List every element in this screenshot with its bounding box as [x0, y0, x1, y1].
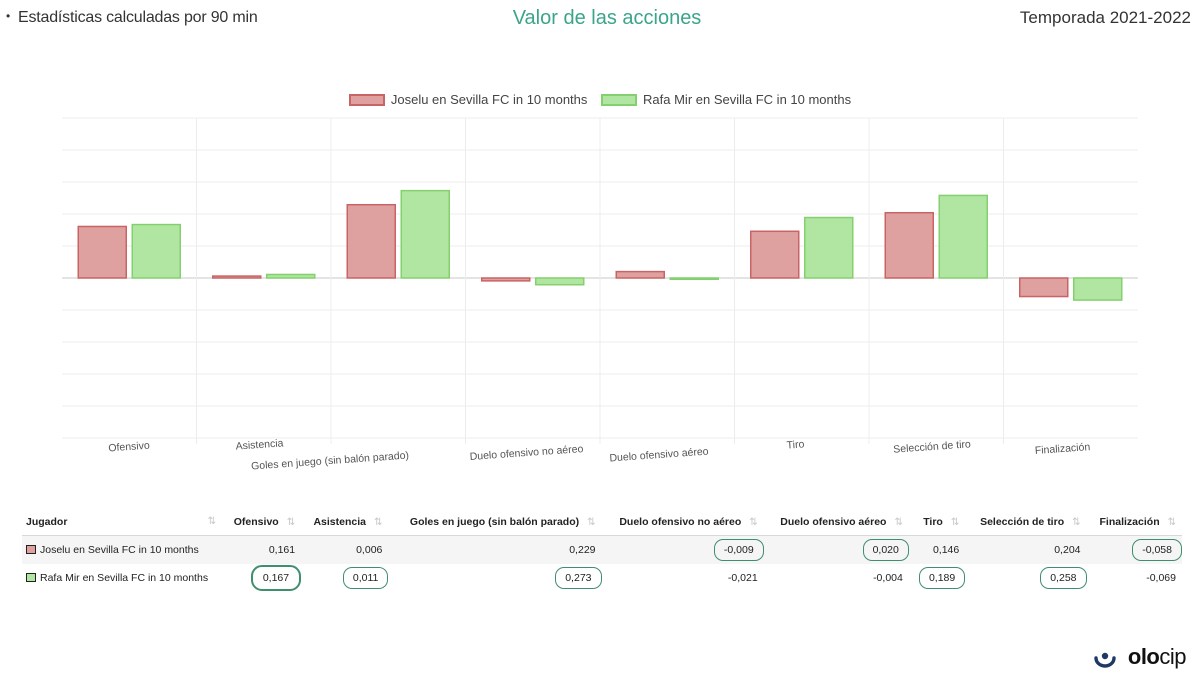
highlight-circle: 0,273 — [555, 567, 602, 589]
bar-series-2-5 — [669, 277, 719, 281]
bar-series-1-6 — [750, 230, 800, 279]
value-cell: 0,161 — [222, 535, 302, 564]
value-cell: 0,020 — [763, 535, 909, 564]
chart-legend: Joselu en Sevilla FC in 10 months Rafa M… — [0, 92, 1200, 109]
highlight-circle: 0,020 — [862, 539, 909, 561]
bar-series-2-7 — [938, 194, 988, 279]
table-row: Rafa Mir en Sevilla FC in 10 months 0,16… — [22, 564, 1182, 592]
bar-series-2-8 — [1073, 277, 1123, 301]
x-tick-label: Selección de tiro — [893, 438, 971, 455]
legend-label-series-2: Rafa Mir en Sevilla FC in 10 months — [643, 92, 852, 107]
bar-series-2-3 — [400, 189, 450, 279]
x-tick-label: Finalización — [1034, 441, 1090, 457]
brand-name-light: cip — [1159, 644, 1186, 669]
sort-icon[interactable]: ⇅ — [286, 517, 296, 528]
player-cell: Rafa Mir en Sevilla FC in 10 months — [22, 564, 222, 592]
col-header-goles-en-juego[interactable]: Goles en juego (sin balón parado) ⇅ — [388, 509, 602, 536]
brand-logo: olo cip — [1094, 644, 1186, 670]
highlight-circle: -0,058 — [1132, 539, 1182, 561]
value-cell: 0,273 — [388, 564, 602, 592]
bar-series-1-8 — [1019, 277, 1069, 298]
page-title: Valor de las acciones — [512, 7, 702, 29]
bar-series-1-7 — [884, 211, 934, 279]
value-cell: 0,011 — [301, 564, 389, 592]
player-cell: Joselu en Sevilla FC in 10 months — [22, 535, 222, 564]
bar-series-1-4 — [481, 277, 531, 282]
sort-icon[interactable]: ⇅ — [373, 517, 383, 528]
value-cell: 0,167 — [222, 564, 302, 592]
value-cell: 0,189 — [909, 564, 966, 592]
value-cell: 0,006 — [301, 535, 389, 564]
value-cell: 0,204 — [965, 535, 1087, 564]
legend-label-series-1: Joselu en Sevilla FC in 10 months — [390, 92, 588, 107]
bar-series-1-1 — [77, 225, 127, 279]
highlight-circle: -0,009 — [713, 539, 764, 561]
legend-swatch-series-2 — [601, 93, 638, 106]
sort-icon[interactable]: ⇅ — [894, 517, 903, 528]
bar-series-1-2 — [212, 275, 262, 279]
highlight-circle: 0,011 — [342, 567, 389, 589]
value-cell: -0,021 — [727, 572, 758, 584]
col-header-duelo-no-aereo[interactable]: Duelo ofensivo no aéreo ⇅ — [601, 509, 764, 536]
x-tick-label: Asistencia — [235, 437, 284, 452]
sort-icon[interactable]: ⇅ — [587, 517, 596, 528]
value-cell: 0,229 — [388, 535, 602, 564]
highlight-circle: 0,167 — [250, 565, 302, 591]
sort-icon[interactable]: ⇅ — [1167, 517, 1176, 528]
value-cell: -0,004 — [873, 572, 903, 584]
sort-icon[interactable]: ⇅ — [950, 517, 960, 528]
legend-item-series-2[interactable]: Rafa Mir en Sevilla FC in 10 months — [601, 92, 851, 107]
bar-series-2-6 — [804, 216, 854, 279]
sort-icon[interactable]: ⇅ — [207, 516, 216, 527]
brand-name-bold: olo — [1127, 644, 1160, 669]
bar-series-1-3 — [346, 203, 396, 279]
x-tick-label: Tiro — [786, 438, 805, 451]
value-cell: -0,069 — [1146, 572, 1176, 584]
x-tick-label: Duelo ofensivo aéreo — [609, 446, 709, 465]
value-cell: 0,258 — [965, 564, 1087, 592]
col-header-asistencia[interactable]: Asistencia ⇅ — [301, 509, 389, 536]
bar-series-1-5 — [615, 270, 665, 279]
subtitle-note: • Estadísticas calculadas por 90 min — [6, 9, 258, 27]
col-header-jugador[interactable]: Jugador ⇅ — [22, 509, 222, 536]
value-cell: -0,009 — [601, 535, 764, 564]
value-cell: -0,058 — [1086, 535, 1182, 564]
legend-item-series-1[interactable]: Joselu en Sevilla FC in 10 months — [348, 92, 588, 107]
col-header-ofensivo[interactable]: Ofensivo ⇅ — [222, 509, 302, 536]
col-header-duelo-aereo[interactable]: Duelo ofensivo aéreo ⇅ — [763, 509, 909, 536]
sort-icon[interactable]: ⇅ — [749, 517, 758, 528]
col-header-seleccion-de-tiro[interactable]: Selección de tiro ⇅ — [965, 509, 1087, 536]
bar-series-2-1 — [131, 223, 181, 279]
value-cell: 0,146 — [908, 535, 966, 564]
x-tick-label: Goles en juego (sin balón parado) — [251, 450, 410, 473]
subtitle-text: Estadísticas calculadas por 90 min — [18, 9, 258, 26]
row-swatch-series-2 — [26, 573, 36, 582]
olocip-logo-icon — [1094, 652, 1116, 668]
sort-icon[interactable]: ⇅ — [1072, 517, 1081, 528]
bullet-icon: • — [6, 9, 11, 23]
table-header-row: Jugador ⇅ Ofensivo ⇅ Asistencia ⇅ Goles en … — [22, 509, 1182, 536]
header-bar: • Estadísticas calculadas por 90 min Valo… — [0, 0, 1200, 40]
x-tick-label: Ofensivo — [108, 440, 150, 455]
stats-table: Jugador ⇅ Ofensivo ⇅ Asistencia ⇅ Goles en … — [22, 509, 1182, 592]
x-tick-label: Duelo ofensivo no aéreo — [469, 443, 584, 463]
row-swatch-series-1 — [26, 545, 36, 554]
bar-series-2-4 — [535, 277, 585, 286]
bar-series-2-2 — [266, 273, 316, 279]
col-header-tiro[interactable]: Tiro ⇅ — [908, 509, 966, 536]
highlight-circle: 0,189 — [918, 567, 966, 589]
season-label: Temporada 2021-2022 — [1019, 8, 1191, 27]
highlight-circle: 0,258 — [1040, 567, 1087, 589]
legend-swatch-series-1 — [348, 93, 385, 106]
col-header-finalizacion[interactable]: Finalización ⇅ — [1086, 509, 1182, 536]
table-row: Joselu en Sevilla FC in 10 months 0,161 … — [22, 535, 1182, 564]
